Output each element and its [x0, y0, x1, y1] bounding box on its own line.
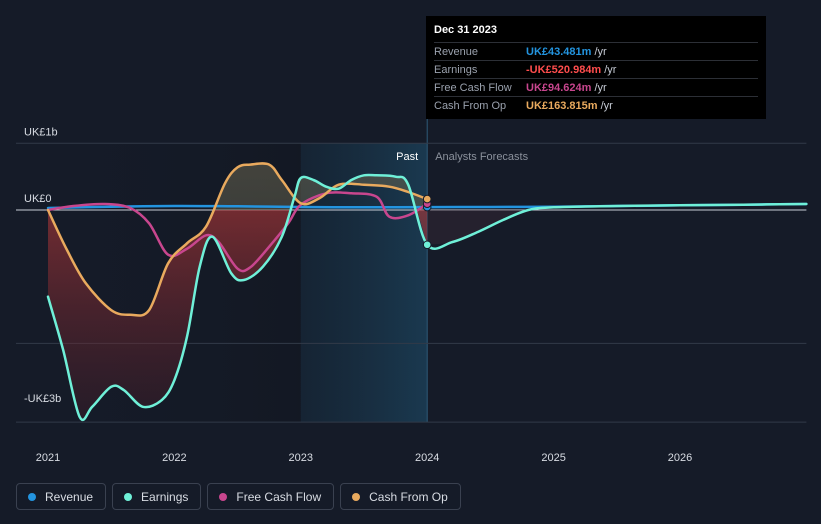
tooltip: Dec 31 2023 Revenue UK£43.481m /yr Earni… [426, 16, 766, 119]
tooltip-label: Revenue [434, 45, 479, 58]
tooltip-unit: /yr [604, 63, 617, 76]
series-line-cash-from-op [46, 162, 429, 317]
legend-dot-icon [352, 492, 361, 501]
tooltip-value: -UK£520.984m [526, 63, 602, 76]
legend-label: Revenue [45, 489, 94, 504]
tooltip-label: Free Cash Flow [434, 81, 512, 94]
past-label: Past [396, 151, 418, 163]
legend-item-revenue[interactable]: Revenue [16, 483, 107, 510]
tooltip-date: Dec 31 2023 [434, 24, 497, 36]
y-tick-label: -UK£3b [24, 393, 61, 405]
marker-earnings [422, 240, 432, 250]
x-tick-label: 2021 [36, 452, 60, 464]
tooltip-label: Cash From Op [434, 99, 507, 112]
y-tick-label: UK£1b [24, 126, 58, 138]
tooltip-row-revenue: Revenue UK£43.481m /yr [434, 42, 758, 60]
earnings-area-negative [48, 210, 428, 420]
tooltip-row-cash-from-op: Cash From Op UK£163.815m /yr [434, 96, 758, 114]
tooltip-unit: /yr [600, 99, 613, 112]
y-tick-label: UK£0 [24, 193, 52, 205]
marker-cash-from-op [422, 194, 432, 204]
series-line-free-cash-flow [46, 191, 429, 273]
tooltip-row-earnings: Earnings -UK£520.984m /yr [434, 60, 758, 78]
tooltip-unit: /yr [594, 81, 607, 94]
tooltip-unit: /yr [594, 45, 607, 58]
legend-dot-icon [124, 492, 133, 501]
forecast-label: Analysts Forecasts [435, 151, 528, 163]
tooltip-row-free-cash-flow: Free Cash Flow UK£94.624m /yr [434, 78, 758, 96]
legend-dot-icon [219, 492, 228, 501]
x-tick-label: 2025 [541, 452, 565, 464]
tooltip-label: Earnings [434, 63, 478, 76]
legend-item-cash-from-op[interactable]: Cash From Op [340, 483, 461, 510]
x-tick-label: 2023 [289, 452, 313, 464]
legend: Revenue Earnings Free Cash Flow Cash Fro… [16, 483, 461, 510]
tooltip-value: UK£43.481m [526, 45, 592, 58]
legend-label: Cash From Op [369, 489, 448, 504]
x-tick-label: 2022 [162, 452, 186, 464]
x-tick-label: 2024 [415, 452, 439, 464]
legend-item-earnings[interactable]: Earnings [112, 483, 202, 510]
x-tick-label: 2026 [668, 452, 692, 464]
tooltip-value: UK£94.624m [526, 81, 592, 94]
legend-label: Free Cash Flow [236, 489, 322, 504]
tooltip-value: UK£163.815m [526, 99, 598, 112]
earnings-area-positive [48, 163, 428, 210]
series-line-earnings [46, 173, 808, 422]
legend-item-free-cash-flow[interactable]: Free Cash Flow [207, 483, 335, 510]
legend-dot-icon [28, 492, 36, 501]
legend-label: Earnings [141, 489, 189, 504]
